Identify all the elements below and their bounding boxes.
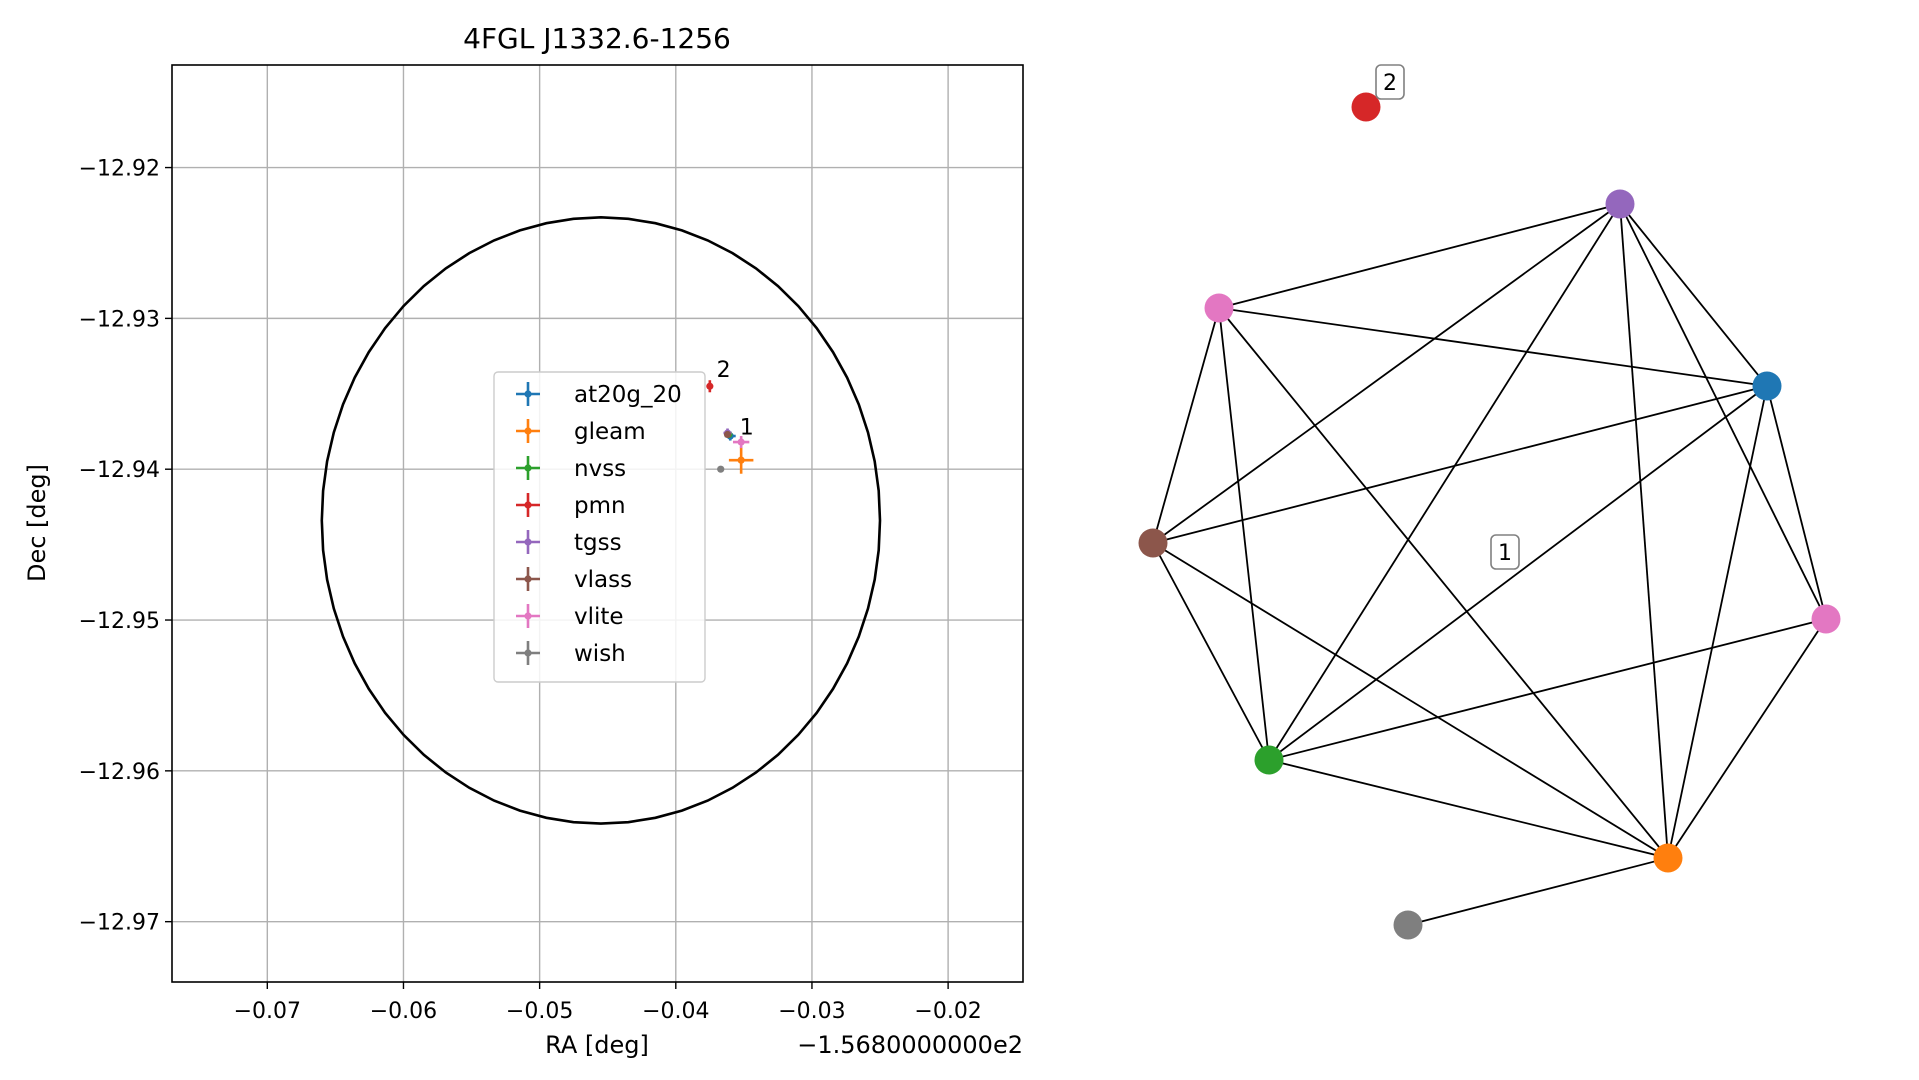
graph-edge bbox=[1218, 307, 1768, 387]
scatter-plot: 4FGL J1332.6-1256 21 −0.07 −0.06 −0.05 −0.0… bbox=[23, 22, 1024, 1059]
graph-node-vlite-a bbox=[1204, 293, 1234, 323]
legend-entry-vlass: vlass bbox=[516, 567, 632, 593]
x-tick-label: −0.06 bbox=[370, 999, 437, 1024]
graph-edge bbox=[1268, 759, 1669, 859]
graph-edge bbox=[1407, 857, 1669, 926]
y-tick-label: −12.95 bbox=[79, 609, 160, 634]
legend-label: vlass bbox=[574, 567, 632, 593]
x-tick-label: −0.05 bbox=[506, 999, 573, 1024]
graph-edge bbox=[1667, 618, 1827, 859]
graph-nodes bbox=[1138, 92, 1841, 940]
legend-entry-vlite: vlite bbox=[516, 604, 624, 630]
graph-node-vlite-b bbox=[1811, 604, 1841, 634]
svg-text:2: 2 bbox=[1383, 71, 1397, 96]
graph-edge bbox=[1152, 542, 1669, 859]
graph-labels: 21 bbox=[1375, 64, 1520, 570]
x-axis-offset-label: −1.5680000000e2 bbox=[797, 1031, 1023, 1059]
y-tick-label: −12.96 bbox=[79, 760, 160, 785]
data-point-gleam bbox=[728, 446, 754, 474]
legend-entry-pmn: pmn bbox=[516, 493, 626, 519]
graph-label: 1 bbox=[1490, 534, 1520, 570]
legend-label: vlite bbox=[574, 604, 624, 630]
graph-edge bbox=[1619, 203, 1669, 859]
legend-entry-at20g-20: at20g_20 bbox=[516, 382, 682, 408]
graph-node-nvss bbox=[1254, 745, 1284, 775]
graph-edge bbox=[1218, 307, 1270, 761]
legend-box bbox=[493, 371, 706, 683]
data-point-pmn bbox=[706, 380, 714, 393]
localization-ellipse-path bbox=[320, 215, 882, 825]
y-tick-label: −12.94 bbox=[79, 458, 160, 483]
graph-node-pmn bbox=[1351, 92, 1381, 122]
svg-text:1: 1 bbox=[1498, 541, 1512, 566]
graph-edge bbox=[1766, 385, 1827, 620]
graph-edge bbox=[1268, 203, 1621, 761]
graph-edges bbox=[1152, 203, 1827, 926]
x-tick-label: −0.04 bbox=[642, 999, 709, 1024]
legend-entry-wish: wish bbox=[516, 641, 626, 667]
data-point-vlass bbox=[723, 430, 732, 439]
graph-edge bbox=[1218, 307, 1669, 859]
graph-edge bbox=[1268, 385, 1768, 761]
graph-edge bbox=[1152, 385, 1768, 544]
axes-frame bbox=[171, 64, 1024, 983]
data-point-vlite bbox=[732, 436, 750, 449]
graph-edge bbox=[1268, 618, 1827, 761]
graph-edge bbox=[1667, 385, 1768, 859]
y-tick-label: −12.92 bbox=[79, 157, 160, 182]
data-point-wish bbox=[717, 465, 725, 473]
point-annotation: 1 bbox=[740, 416, 754, 441]
legend-entry-gleam: gleam bbox=[516, 419, 646, 445]
y-tick-label: −12.93 bbox=[79, 307, 160, 332]
data-points bbox=[706, 380, 754, 474]
legend-entry-tgss: tgss bbox=[516, 530, 622, 556]
point-annotation: 2 bbox=[717, 358, 731, 383]
legend-label: tgss bbox=[574, 530, 622, 556]
graph-edge bbox=[1619, 203, 1827, 620]
x-axis-label: RA [deg] bbox=[545, 1031, 649, 1059]
graph-edge bbox=[1152, 542, 1270, 761]
plot-title: 4FGL J1332.6-1256 bbox=[463, 22, 731, 55]
graph-node-gleam bbox=[1653, 843, 1683, 873]
graph-edge bbox=[1152, 203, 1621, 544]
graph-node-vlass bbox=[1138, 528, 1168, 558]
legend-entry-nvss: nvss bbox=[516, 456, 626, 482]
y-tick-label: −12.97 bbox=[79, 911, 160, 936]
legend-label: gleam bbox=[574, 419, 646, 445]
graph-edge bbox=[1152, 307, 1220, 544]
graph-edge bbox=[1619, 203, 1768, 387]
annotations: 21 bbox=[717, 358, 754, 440]
x-tick-label: −0.07 bbox=[234, 999, 301, 1024]
graph-node-wish bbox=[1393, 910, 1423, 940]
legend-label: pmn bbox=[574, 493, 626, 519]
legend-label: wish bbox=[574, 641, 626, 667]
x-tick-label: −0.02 bbox=[914, 999, 981, 1024]
legend-label: nvss bbox=[574, 456, 626, 482]
localization-ellipse bbox=[320, 215, 882, 825]
y-axis-label: Dec [deg] bbox=[23, 464, 51, 582]
network-graph: 21 bbox=[1138, 64, 1841, 940]
legend-label: at20g_20 bbox=[574, 382, 682, 408]
graph-node-at20g-20 bbox=[1752, 371, 1782, 401]
y-axis-ticks: −12.92 −12.93 −12.94 −12.95 −12.96 −12.97 bbox=[79, 157, 172, 936]
x-axis-ticks: −0.07 −0.06 −0.05 −0.04 −0.03 −0.02 bbox=[234, 982, 982, 1024]
x-tick-label: −0.03 bbox=[778, 999, 845, 1024]
graph-label: 2 bbox=[1375, 64, 1405, 100]
graph-node-tgss bbox=[1605, 189, 1635, 219]
graph-edge bbox=[1218, 203, 1621, 309]
